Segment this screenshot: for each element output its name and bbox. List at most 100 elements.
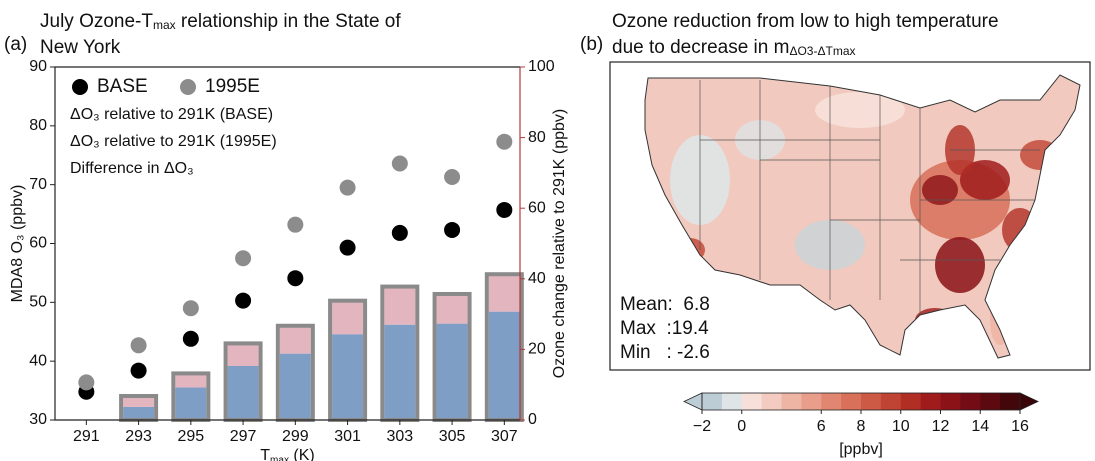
bar bbox=[332, 300, 364, 335]
stat-value: -2.6 bbox=[677, 342, 710, 363]
y2-tick-label: 80 bbox=[528, 129, 546, 146]
y-axis-label: MDA8 O₃ (ppbv) bbox=[9, 185, 26, 303]
x-tick-label: 293 bbox=[125, 428, 152, 445]
chart-title: Ozone reduction from low to high tempera… bbox=[612, 11, 999, 32]
point bbox=[287, 270, 304, 287]
colorbar-tick-label: 14 bbox=[971, 418, 989, 435]
y-tick-label: 40 bbox=[29, 352, 47, 369]
panel-b: (b) Ozone reduction from low to high temp… bbox=[580, 11, 1091, 458]
colorbar-segment bbox=[801, 393, 822, 410]
text-part: relationship in the State of bbox=[176, 11, 402, 32]
x-tick-label: 303 bbox=[386, 428, 413, 445]
text-part: due to decrease in m bbox=[612, 37, 789, 58]
colorbar-segment bbox=[702, 393, 723, 410]
text-part: (K) bbox=[289, 447, 315, 461]
panel-label: (a) bbox=[4, 34, 27, 55]
subscript: max bbox=[153, 18, 176, 32]
colorbar-label: [ppbv] bbox=[839, 441, 883, 458]
point bbox=[391, 224, 408, 241]
point bbox=[235, 292, 252, 309]
point bbox=[182, 330, 199, 347]
bar bbox=[227, 365, 259, 420]
bar bbox=[436, 323, 468, 420]
colorbar-segment bbox=[741, 393, 763, 410]
x-axis-label: Tmax (K) bbox=[260, 447, 314, 461]
colorbar-tick-label: −2 bbox=[693, 418, 711, 435]
y-tick-label: 50 bbox=[29, 294, 47, 311]
legend-marker bbox=[180, 79, 196, 95]
colorbar-under bbox=[683, 392, 703, 411]
legend-marker bbox=[72, 79, 88, 95]
stat-value: 6.8 bbox=[683, 294, 709, 315]
legend-label: Difference in ΔO₃ bbox=[70, 160, 194, 177]
bar bbox=[227, 343, 259, 366]
colorbar-segment bbox=[1000, 393, 1021, 410]
bar bbox=[279, 325, 311, 354]
colorbar-tick-label: 16 bbox=[1011, 418, 1029, 435]
y2-tick-label: 60 bbox=[528, 199, 546, 216]
point bbox=[235, 250, 252, 267]
subscript: max bbox=[270, 455, 289, 461]
bar bbox=[123, 406, 155, 420]
stat: Max :19.4 bbox=[620, 318, 709, 339]
subscript: ΔO3-ΔTmax bbox=[789, 44, 855, 58]
bar bbox=[436, 293, 468, 324]
bar bbox=[175, 387, 207, 420]
chart-title: New York bbox=[40, 37, 121, 58]
y2-tick-label: 20 bbox=[528, 341, 546, 358]
text-part: New York bbox=[40, 37, 121, 58]
x-tick-label: 291 bbox=[73, 428, 100, 445]
y-tick-label: 70 bbox=[29, 176, 47, 193]
point bbox=[391, 155, 408, 172]
colorbar-tick-label: 0 bbox=[737, 418, 746, 435]
bar bbox=[488, 274, 520, 312]
point bbox=[444, 169, 461, 186]
colorbar-tick-label: 10 bbox=[892, 418, 910, 435]
panel-label: (b) bbox=[580, 34, 603, 55]
colorbar-segment bbox=[980, 393, 1001, 410]
x-tick-label: 295 bbox=[177, 428, 204, 445]
bar bbox=[384, 286, 416, 325]
stat: Min : -2.6 bbox=[620, 342, 710, 363]
point bbox=[496, 133, 513, 150]
bar bbox=[123, 395, 155, 407]
legend-label: ΔO₃ relative to 291K (1995E) bbox=[70, 133, 277, 150]
point bbox=[339, 239, 356, 256]
chart-title: July Ozone-Tmax relationship in the Stat… bbox=[40, 11, 401, 32]
colorbar-segment bbox=[920, 393, 941, 410]
point bbox=[78, 374, 95, 391]
point bbox=[287, 216, 304, 233]
y-tick-label: 90 bbox=[29, 58, 47, 75]
bar bbox=[332, 334, 364, 420]
colorbar-tick-label: 6 bbox=[817, 418, 826, 435]
colorbar-tick-label: 12 bbox=[932, 418, 950, 435]
text-part: T bbox=[260, 447, 270, 461]
point bbox=[130, 337, 147, 354]
colorbar-segment bbox=[960, 393, 981, 410]
y-tick-label: 80 bbox=[29, 117, 47, 134]
colorbar-segment bbox=[900, 393, 922, 410]
text-part: Ozone reduction from low to high tempera… bbox=[612, 11, 999, 32]
y2-tick-label: 100 bbox=[528, 58, 555, 75]
x-tick-label: 299 bbox=[282, 428, 309, 445]
colorbar-segment bbox=[861, 393, 882, 410]
text-part: July Ozone-T bbox=[40, 11, 153, 32]
bar bbox=[488, 311, 520, 420]
legend-label: ΔO₃ relative to 291K (BASE) bbox=[70, 106, 273, 123]
colorbar-segment bbox=[721, 393, 743, 410]
colorbar-over bbox=[1019, 392, 1039, 411]
point bbox=[130, 362, 147, 379]
colorbar-segment bbox=[821, 393, 842, 410]
legend-label: 1995E bbox=[205, 76, 260, 97]
stat-label: Max : bbox=[620, 318, 672, 339]
point bbox=[339, 179, 356, 196]
bar bbox=[175, 373, 207, 388]
y2-tick-label: 0 bbox=[528, 411, 537, 428]
us-outline bbox=[644, 74, 1081, 359]
colorbar-segment bbox=[781, 393, 802, 410]
x-tick-label: 305 bbox=[439, 428, 466, 445]
point bbox=[444, 221, 461, 238]
y2-axis-label: Ozone change relative to 291K (ppbv) bbox=[551, 109, 568, 379]
stat-label: Min : bbox=[620, 342, 677, 363]
